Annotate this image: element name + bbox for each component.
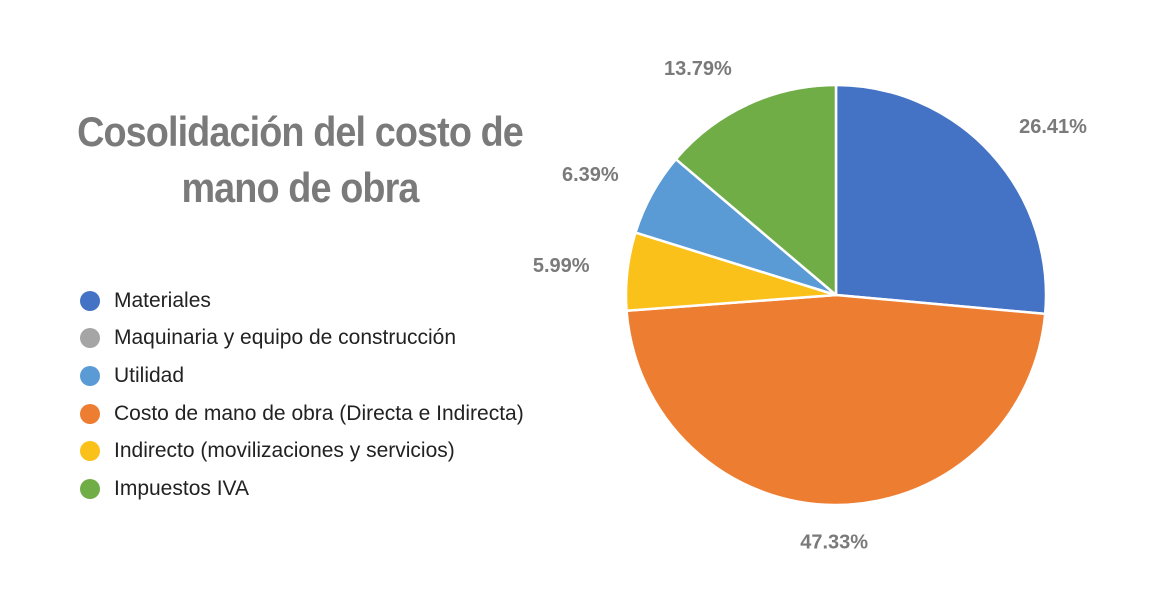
legend-label: Indirecto (movilizaciones y servicios) xyxy=(114,439,455,463)
chart-title-line-1: Cosolidación del costo de xyxy=(77,108,524,155)
legend-label: Maquinaria y equipo de construcción xyxy=(114,326,457,350)
legend-marker xyxy=(80,328,100,349)
legend-item-materiales: Materiales xyxy=(80,282,524,320)
pie-slice-impuestos-iva xyxy=(674,83,838,297)
pie-slice-indirecto-movilizaciones-y-servicios xyxy=(624,231,838,312)
data-label-materiales: 26.41% xyxy=(1019,116,1087,138)
data-label-impuestos-iva: 13.79% xyxy=(664,58,732,80)
legend-label: Utilidad xyxy=(114,363,185,387)
chart-legend: Materiales Maquinaria y equipo de constr… xyxy=(80,282,524,508)
legend-label: Impuestos IVA xyxy=(114,476,250,500)
legend-item-mano-de-obra: Costo de mano de obra (Directa e Indirec… xyxy=(80,395,524,433)
legend-marker xyxy=(80,365,100,386)
legend-marker xyxy=(80,403,100,424)
chart-title-line-2: mano de obra xyxy=(181,164,419,211)
legend-label: Materiales xyxy=(114,288,211,312)
legend-item-utilidad: Utilidad xyxy=(80,357,524,395)
data-label-utilidad: 6.39% xyxy=(562,164,619,186)
legend-item-maquinaria: Maquinaria y equipo de construcción xyxy=(80,320,524,358)
data-label-costo-de-mano-de-obra-directa-e-indirecta: 47.33% xyxy=(800,531,868,553)
legend-marker xyxy=(80,478,100,499)
legend-item-indirecto: Indirecto (movilizaciones y servicios) xyxy=(80,432,524,470)
legend-marker xyxy=(80,441,100,462)
legend-item-impuestos-iva: Impuestos IVA xyxy=(80,470,524,508)
pie-slice-materiales xyxy=(834,83,1048,316)
pie-slice-utilidad xyxy=(634,157,838,297)
pie-slice-costo-de-mano-de-obra-directa-e-indirecta xyxy=(625,293,1047,507)
legend-label: Costo de mano de obra (Directa e Indirec… xyxy=(114,401,524,425)
legend-marker xyxy=(80,290,100,311)
chart-title: Cosolidación del costo de mano de obra xyxy=(66,104,534,216)
data-label-indirecto-movilizaciones-y-servicios: 5.99% xyxy=(533,255,590,277)
